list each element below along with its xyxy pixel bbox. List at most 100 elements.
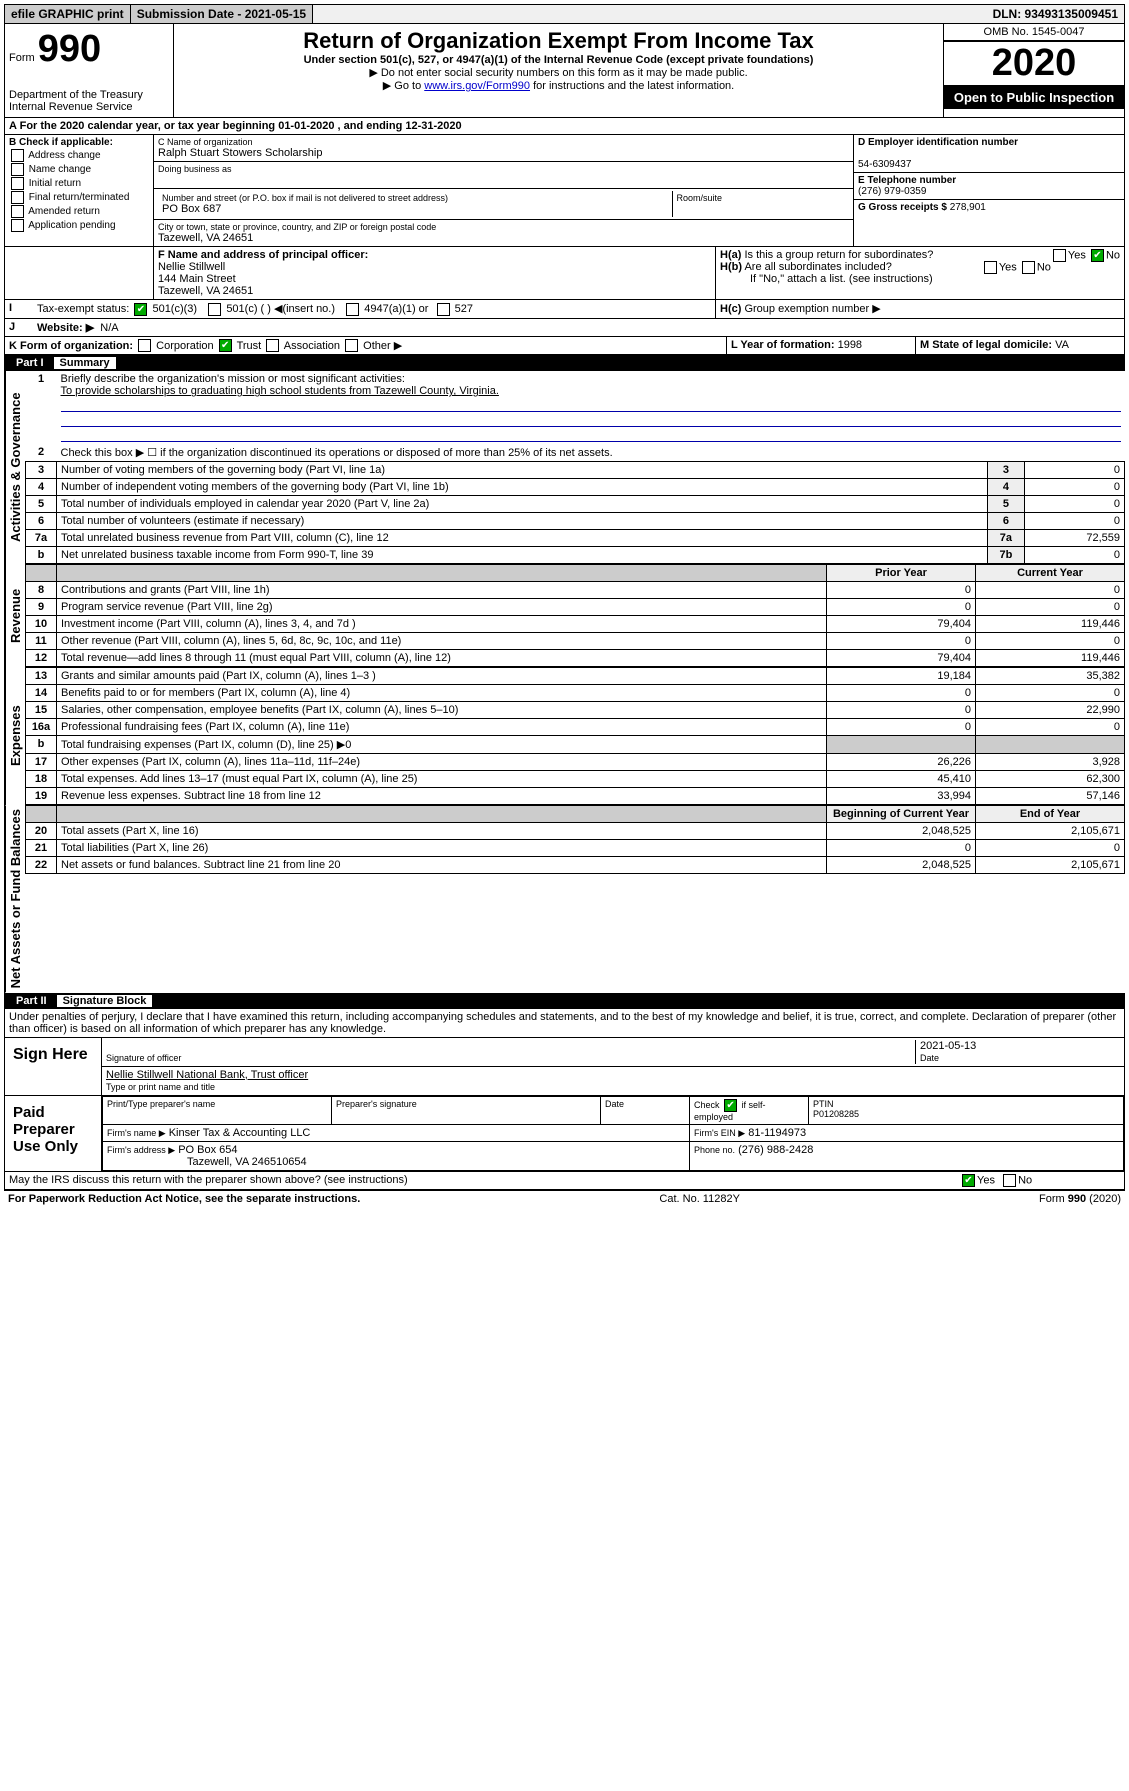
p11: 0 [827,633,976,650]
form-org-label: K Form of organization: [9,340,133,352]
status-501c3[interactable] [134,303,147,316]
submission-date-button[interactable]: Submission Date - 2021-05-15 [131,5,313,23]
check-initial-return[interactable]: Initial return [9,177,149,190]
p19: 33,994 [827,788,976,805]
check-final-return[interactable]: Final return/terminated [9,191,149,204]
discuss-label: May the IRS discuss this return with the… [5,1172,956,1189]
org-name: Ralph Stuart Stowers Scholarship [158,147,849,159]
ha-yes[interactable] [1053,249,1066,262]
check-application-pending[interactable]: Application pending [9,219,149,232]
c8: 0 [976,582,1125,599]
footer: For Paperwork Reduction Act Notice, see … [4,1190,1125,1207]
l16b: Total fundraising expenses (Part IX, col… [57,736,827,754]
firm-name: Kinser Tax & Accounting LLC [169,1127,311,1139]
officer-name: Nellie Stillwell [158,261,225,273]
hb-label: Are all subordinates included? [744,261,891,273]
p10: 79,404 [827,616,976,633]
dept-label: Department of the Treasury [9,89,169,101]
firm-phone: (276) 988-2428 [738,1144,813,1156]
officer-printed-name: Nellie Stillwell National Bank, Trust of… [106,1069,308,1081]
self-employed-check[interactable] [724,1099,737,1112]
p22: 2,048,525 [827,857,976,874]
paid-preparer-block: Paid Preparer Use Only Print/Type prepar… [4,1096,1125,1172]
irs-link[interactable]: www.irs.gov/Form990 [424,80,530,92]
c13: 35,382 [976,668,1125,685]
vlabel-revenue: Revenue [5,564,25,667]
tax-year: 2020 [944,41,1124,86]
street-address: PO Box 687 [162,203,668,215]
ptin-value: P01208285 [813,1109,859,1119]
vlabel-net: Net Assets or Fund Balances [5,805,25,992]
l17: Other expenses (Part IX, column (A), lin… [57,754,827,771]
c9: 0 [976,599,1125,616]
gross-receipts-label: G Gross receipts $ [858,202,947,213]
info-block: B Check if applicable: Address change Na… [4,135,1125,247]
agency-label: Internal Revenue Service [9,101,169,113]
line6-label: Total number of volunteers (estimate if … [57,513,988,530]
p20: 2,048,525 [827,823,976,840]
officer-street: 144 Main Street [158,273,236,285]
line7a-val: 72,559 [1024,530,1124,547]
box-c: C Name of organization Ralph Stuart Stow… [154,135,853,246]
l19: Revenue less expenses. Subtract line 18 … [57,788,827,805]
discuss-no[interactable] [1003,1174,1016,1187]
status-527[interactable] [437,303,450,316]
org-corp[interactable] [138,339,151,352]
line5-val: 0 [1024,496,1124,513]
line3-label: Number of voting members of the governin… [57,462,988,479]
paid-preparer-label: Paid Preparer Use Only [5,1096,102,1171]
check-amended-return[interactable]: Amended return [9,205,149,218]
l16a: Professional fundraising fees (Part IX, … [57,719,827,736]
part1-revenue: Revenue Prior YearCurrent Year 8Contribu… [4,564,1125,667]
status-4947[interactable] [346,303,359,316]
c12: 119,446 [976,650,1125,667]
part1-netassets: Net Assets or Fund Balances Beginning of… [4,805,1125,992]
status-501c[interactable] [208,303,221,316]
l12: Total revenue—add lines 8 through 11 (mu… [57,650,827,667]
l20: Total assets (Part X, line 16) [57,823,827,840]
vlabel-governance: Activities & Governance [5,371,25,564]
c16a: 0 [976,719,1125,736]
org-name-label: C Name of organization [158,137,849,147]
prep-name-hdr: Print/Type preparer's name [103,1096,332,1124]
p15: 0 [827,702,976,719]
line-i-row: I Tax-exempt status: 501(c)(3) 501(c) ( … [4,300,1125,319]
ha-no[interactable] [1091,249,1104,262]
p12: 79,404 [827,650,976,667]
addr-label: Number and street (or P.O. box if mail i… [162,193,668,203]
discuss-yes[interactable] [962,1174,975,1187]
part1-header: Part I Summary [4,355,1125,371]
vlabel-expenses: Expenses [5,667,25,805]
check-address-change[interactable]: Address change [9,149,149,162]
l15: Salaries, other compensation, employee b… [57,702,827,719]
city-value: Tazewell, VA 24651 [158,232,849,244]
hdr-curr: Current Year [976,565,1125,582]
sign-here-label: Sign Here [5,1038,102,1095]
hb-no[interactable] [1022,261,1035,274]
p21: 0 [827,840,976,857]
ein-label: D Employer identification number [858,137,1018,148]
p8: 0 [827,582,976,599]
ha-label: Is this a group return for subordinates? [744,249,933,261]
gross-receipts-value: 278,901 [950,202,986,213]
line4-val: 0 [1024,479,1124,496]
firm-ein: 81-1194973 [748,1127,806,1139]
org-assoc[interactable] [266,339,279,352]
l22: Net assets or fund balances. Subtract li… [57,857,827,874]
line-klm-row: K Form of organization: Corporation Trus… [4,337,1125,356]
check-name-change[interactable]: Name change [9,163,149,176]
c22: 2,105,671 [976,857,1125,874]
year-formation-label: L Year of formation: [731,339,835,351]
part2-title: Signature Block [57,995,153,1007]
printed-name-label: Type or print name and title [106,1082,215,1092]
p18: 45,410 [827,771,976,788]
note-goto-post: for instructions and the latest informat… [530,80,734,92]
hb-yes[interactable] [984,261,997,274]
form-prefix: Form [9,52,35,64]
org-other[interactable] [345,339,358,352]
sign-here-block: Sign Here Signature of officer 2021-05-1… [4,1038,1125,1096]
org-trust[interactable] [219,339,232,352]
firm-ein-label: Firm's EIN ▶ [694,1128,745,1138]
efile-print-button[interactable]: efile GRAPHIC print [5,5,131,23]
box-b: B Check if applicable: Address change Na… [5,135,154,246]
